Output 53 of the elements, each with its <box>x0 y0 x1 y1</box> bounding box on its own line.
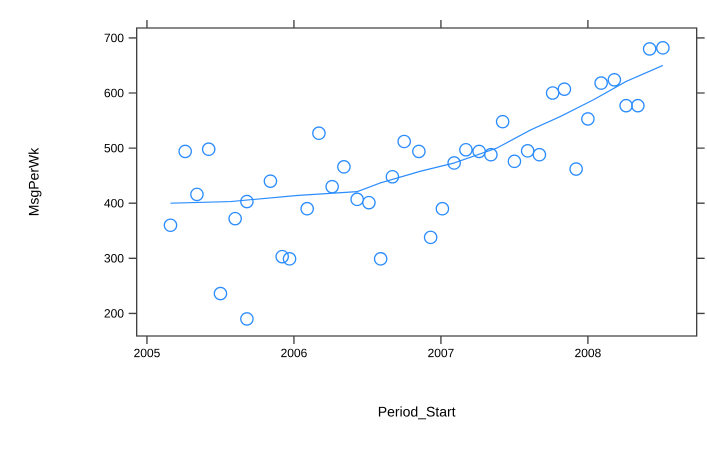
point <box>472 144 486 158</box>
point <box>325 180 339 194</box>
point <box>264 174 278 188</box>
y-tick-label: 600 <box>104 88 124 98</box>
point <box>447 156 461 170</box>
x-tick-label: 2007 <box>428 348 454 358</box>
point <box>532 148 546 162</box>
point <box>496 114 510 128</box>
y-axis-title: MsgPerWk <box>28 148 42 216</box>
point <box>240 194 254 208</box>
point <box>631 98 645 112</box>
point <box>619 98 633 112</box>
point <box>275 250 289 264</box>
point <box>520 144 534 158</box>
point <box>546 86 560 100</box>
point <box>337 160 351 174</box>
point <box>312 126 326 140</box>
point <box>374 252 388 266</box>
point <box>484 148 498 162</box>
point <box>202 142 216 156</box>
point <box>350 192 364 206</box>
x-tick-label: 2005 <box>134 348 160 358</box>
point <box>164 218 178 232</box>
point <box>228 212 242 226</box>
point <box>300 202 314 216</box>
x-tick-label: 2006 <box>281 348 307 358</box>
point <box>558 82 572 96</box>
point <box>424 230 438 244</box>
point <box>459 142 473 157</box>
y-tick-label: 700 <box>104 34 124 42</box>
point <box>190 188 204 202</box>
point <box>436 202 450 216</box>
point <box>282 252 296 266</box>
point <box>581 112 595 126</box>
point <box>214 286 228 300</box>
point <box>608 72 622 87</box>
point <box>240 312 254 326</box>
point <box>412 144 426 158</box>
x-tick-label: 2008 <box>575 348 601 358</box>
y-tick-label: 400 <box>104 198 124 208</box>
y-tick-label: 500 <box>104 144 124 152</box>
point <box>508 154 522 168</box>
point <box>642 42 656 56</box>
y-tick-label: 200 <box>104 309 124 318</box>
point <box>594 76 608 90</box>
y-tick-label: 300 <box>104 254 124 263</box>
point <box>569 162 583 176</box>
point <box>362 196 376 210</box>
point <box>178 144 192 158</box>
point <box>386 170 400 184</box>
point <box>656 41 670 55</box>
x-axis-title: Period_Start <box>378 406 456 420</box>
point <box>397 134 411 148</box>
